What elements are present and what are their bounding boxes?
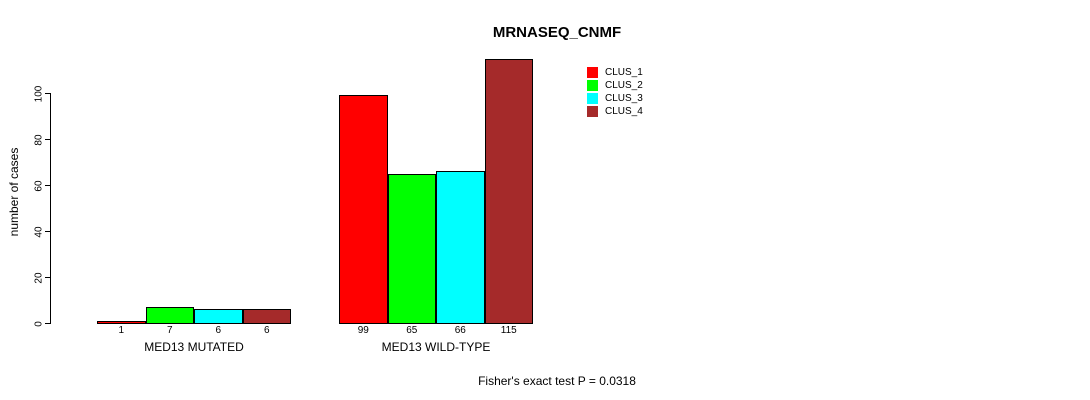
bar-clus_1-med13-mutated bbox=[97, 320, 146, 324]
y-axis-tick-label: 40 bbox=[33, 225, 45, 238]
statistical-test-annotation: Fisher's exact test P = 0.0318 bbox=[478, 374, 636, 388]
legend: CLUS_1 CLUS_2 CLUS_3 CLUS_4 bbox=[587, 66, 643, 118]
y-axis-tick bbox=[45, 231, 50, 232]
bar-value-label: 115 bbox=[500, 325, 517, 336]
legend-label: CLUS_2 bbox=[605, 80, 643, 91]
chart-title: MRNASEQ_CNMF bbox=[492, 24, 622, 41]
y-axis-tick-label: 80 bbox=[33, 133, 45, 146]
bar-clus_2-med13-mutated bbox=[145, 306, 194, 324]
group-label-med13-mutated: MED13 MUTATED bbox=[144, 340, 244, 354]
legend-row: CLUS_2 bbox=[587, 79, 643, 92]
legend-swatch-clus-4 bbox=[587, 106, 598, 117]
legend-row: CLUS_1 bbox=[587, 66, 643, 79]
bar-value-label: 6 bbox=[215, 325, 222, 336]
legend-row: CLUS_3 bbox=[587, 92, 643, 105]
legend-label: CLUS_3 bbox=[605, 93, 643, 104]
bar-clus_3-med13-mutated bbox=[194, 309, 243, 324]
bar-value-label: 6 bbox=[263, 325, 270, 336]
legend-label: CLUS_4 bbox=[605, 106, 643, 117]
legend-swatch-clus-3 bbox=[587, 93, 598, 104]
y-axis-line bbox=[50, 93, 51, 324]
y-axis-tick-label: 60 bbox=[33, 179, 45, 192]
bar-clus_1-med13-wild-type bbox=[339, 95, 388, 324]
legend-swatch-clus-1 bbox=[587, 67, 598, 78]
bar-value-label: 99 bbox=[357, 325, 369, 336]
y-axis-tick-label: 20 bbox=[33, 271, 45, 284]
bar-value-label: 65 bbox=[406, 325, 418, 336]
bar-value-label: 66 bbox=[454, 325, 466, 336]
bar-clus_3-med13-wild-type bbox=[436, 171, 485, 324]
group-label-med13-wild-type: MED13 WILD-TYPE bbox=[381, 340, 491, 354]
y-axis-tick bbox=[45, 93, 50, 94]
y-axis-tick bbox=[45, 277, 50, 278]
legend-label: CLUS_1 bbox=[605, 67, 643, 78]
bar-value-label: 1 bbox=[118, 325, 125, 336]
bar-clus_2-med13-wild-type bbox=[387, 173, 436, 324]
bar-clus_4-med13-wild-type bbox=[484, 58, 533, 324]
y-axis-label: number of cases bbox=[7, 147, 21, 237]
y-axis-tick bbox=[45, 139, 50, 140]
bar-clus_4-med13-mutated bbox=[242, 309, 291, 324]
y-axis-tick bbox=[45, 185, 50, 186]
y-axis-tick-label: 0 bbox=[33, 320, 45, 327]
y-axis-tick bbox=[45, 323, 50, 324]
bar-value-label: 7 bbox=[166, 325, 173, 336]
legend-row: CLUS_4 bbox=[587, 105, 643, 118]
y-axis-tick-label: 100 bbox=[33, 85, 45, 102]
legend-swatch-clus-2 bbox=[587, 80, 598, 91]
